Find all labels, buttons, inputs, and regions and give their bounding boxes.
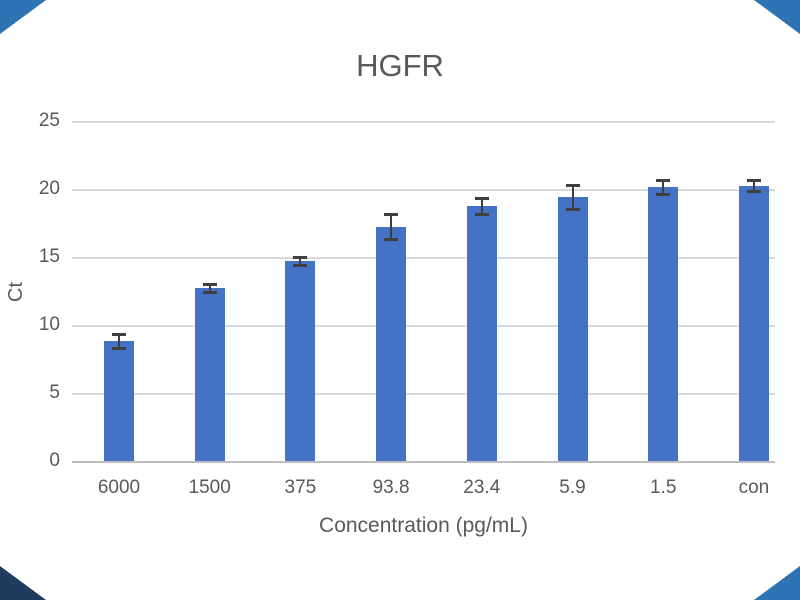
x-tick-label: 23.4 [463, 477, 501, 498]
y-tick-label: 20 [38, 178, 60, 199]
chart-title: HGFR [356, 48, 444, 83]
error-bar-cap [384, 237, 399, 241]
error-bar-cap [565, 208, 580, 212]
error-bar-cap [746, 179, 761, 183]
x-tick-label: 6000 [97, 477, 141, 498]
bar [376, 226, 407, 462]
gridline [72, 189, 775, 191]
gridline [72, 121, 775, 123]
bar [285, 260, 316, 462]
error-bar-cap [474, 197, 489, 201]
error-bar-line [480, 198, 483, 215]
x-tick-label: 1.5 [649, 477, 677, 498]
x-tick-label: 375 [284, 477, 317, 498]
x-tick-label: 93.8 [372, 477, 410, 498]
bar [557, 196, 588, 462]
y-tick-label: 5 [49, 382, 60, 403]
gridline [72, 257, 775, 259]
x-tick-label: 1500 [188, 477, 231, 498]
error-bar-cap [202, 291, 217, 294]
bar [104, 340, 134, 462]
y-tick-label: 25 [38, 110, 60, 131]
error-bar-cap [293, 255, 308, 259]
y-tick-label: 0 [49, 450, 60, 471]
bar [648, 187, 679, 462]
y-tick-label: 10 [38, 314, 60, 335]
error-bar-cap [746, 190, 761, 194]
error-bar-line [118, 334, 120, 348]
bar [194, 287, 225, 462]
x-tick-label: 5.9 [559, 477, 586, 498]
error-bar-cap [565, 183, 580, 187]
gridline [72, 325, 775, 327]
error-bar-cap [384, 213, 399, 217]
error-bar-cap [112, 333, 126, 337]
error-bar-cap [656, 179, 671, 183]
y-tick-label: 15 [38, 246, 60, 267]
gridline [72, 393, 775, 395]
error-bar-cap [293, 263, 308, 267]
error-bar-cap [656, 193, 671, 197]
x-axis-line [72, 461, 775, 463]
x-tick-label: con [738, 477, 770, 498]
bar [738, 185, 769, 462]
bar [466, 206, 497, 462]
error-bar-line [752, 180, 755, 192]
error-bar-cap [202, 282, 217, 286]
error-bar-cap [474, 213, 489, 217]
error-bar-line [571, 184, 574, 210]
error-bar-line [299, 256, 302, 265]
error-bar-line [662, 180, 665, 195]
error-bar-line [390, 214, 393, 239]
error-bar-line [208, 283, 211, 292]
x-axis-title: Concentration (pg/mL) [319, 514, 528, 537]
error-bar-cap [112, 346, 126, 350]
